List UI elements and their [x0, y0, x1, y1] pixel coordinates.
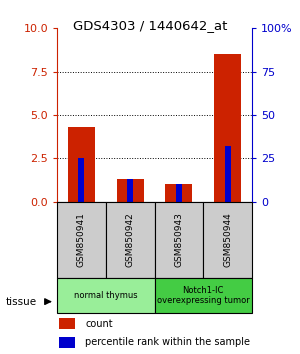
- Bar: [57, 278, 154, 313]
- Bar: [127, 179, 133, 202]
- Bar: [203, 202, 252, 278]
- Text: GSM850942: GSM850942: [126, 212, 135, 267]
- Text: GSM850943: GSM850943: [174, 212, 183, 267]
- Text: GSM850941: GSM850941: [77, 212, 86, 267]
- Text: percentile rank within the sample: percentile rank within the sample: [85, 337, 250, 347]
- Bar: [117, 179, 143, 202]
- Bar: [68, 127, 95, 202]
- Text: count: count: [85, 319, 113, 329]
- Bar: [225, 146, 231, 202]
- Bar: [166, 184, 192, 202]
- Text: tissue: tissue: [6, 297, 37, 307]
- Bar: [154, 202, 203, 278]
- Bar: [57, 202, 106, 278]
- Bar: [176, 184, 182, 202]
- Bar: [106, 202, 154, 278]
- Text: normal thymus: normal thymus: [74, 291, 138, 300]
- Bar: [59, 318, 75, 329]
- Text: Notch1-IC
overexpressing tumor: Notch1-IC overexpressing tumor: [157, 286, 250, 305]
- Bar: [79, 159, 84, 202]
- Bar: [59, 337, 75, 348]
- Text: GDS4303 / 1440642_at: GDS4303 / 1440642_at: [73, 19, 227, 33]
- Bar: [154, 278, 252, 313]
- Text: GSM850944: GSM850944: [223, 212, 232, 267]
- Bar: [214, 55, 241, 202]
